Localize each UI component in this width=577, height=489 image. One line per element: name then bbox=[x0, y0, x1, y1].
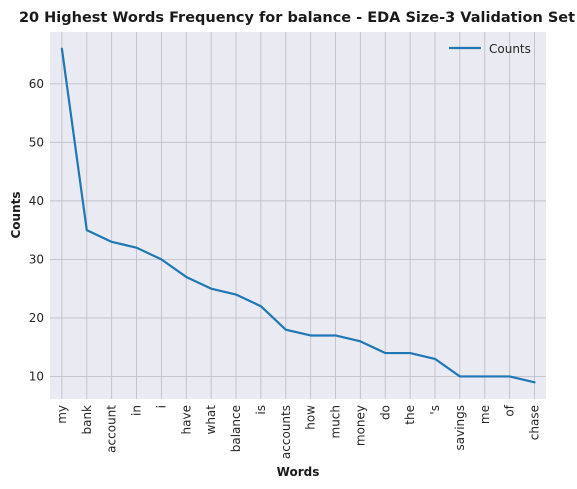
y-tick-label: 40 bbox=[29, 194, 44, 208]
x-tick-label: the bbox=[403, 405, 417, 425]
x-tick-label: my bbox=[55, 405, 69, 424]
y-axis-ticks: 10 20 30 40 50 60 bbox=[29, 77, 44, 384]
x-tick-label: me bbox=[478, 405, 492, 424]
grid-lines bbox=[50, 32, 546, 399]
y-tick-label: 10 bbox=[29, 369, 44, 383]
y-axis-label: Counts bbox=[9, 191, 23, 238]
x-axis-ticks: my bank account in i have what balance is account… bbox=[55, 404, 542, 459]
y-tick-label: 20 bbox=[29, 311, 44, 325]
y-tick-label: 50 bbox=[29, 135, 44, 149]
x-tick-label: account bbox=[105, 405, 119, 453]
x-tick-label: chase bbox=[528, 405, 542, 440]
x-tick-label: much bbox=[329, 405, 343, 439]
counts-series-line bbox=[60, 47, 536, 384]
x-tick-label: is bbox=[254, 405, 268, 415]
x-tick-label: money bbox=[353, 405, 367, 446]
x-tick-label: in bbox=[130, 405, 144, 416]
x-tick-label: of bbox=[503, 404, 517, 416]
chart-title: 20 Highest Words Frequency for balance -… bbox=[19, 10, 575, 26]
y-tick-label: 60 bbox=[29, 77, 44, 91]
legend-label: Counts bbox=[489, 42, 531, 56]
y-tick-label: 30 bbox=[29, 252, 44, 266]
legend: Counts bbox=[449, 42, 531, 56]
x-tick-label: what bbox=[204, 405, 218, 435]
x-tick-label: accounts bbox=[279, 405, 293, 459]
plot-area bbox=[50, 32, 546, 399]
x-tick-label: do bbox=[378, 405, 392, 420]
x-tick-label: i bbox=[154, 405, 168, 408]
x-tick-label: 's bbox=[428, 405, 442, 415]
x-tick-label: bank bbox=[80, 405, 94, 435]
x-axis-label: Words bbox=[277, 465, 320, 479]
x-tick-label: have bbox=[179, 405, 193, 434]
x-tick-label: balance bbox=[229, 405, 243, 452]
x-tick-label: savings bbox=[453, 405, 467, 451]
x-tick-label: how bbox=[304, 405, 318, 430]
